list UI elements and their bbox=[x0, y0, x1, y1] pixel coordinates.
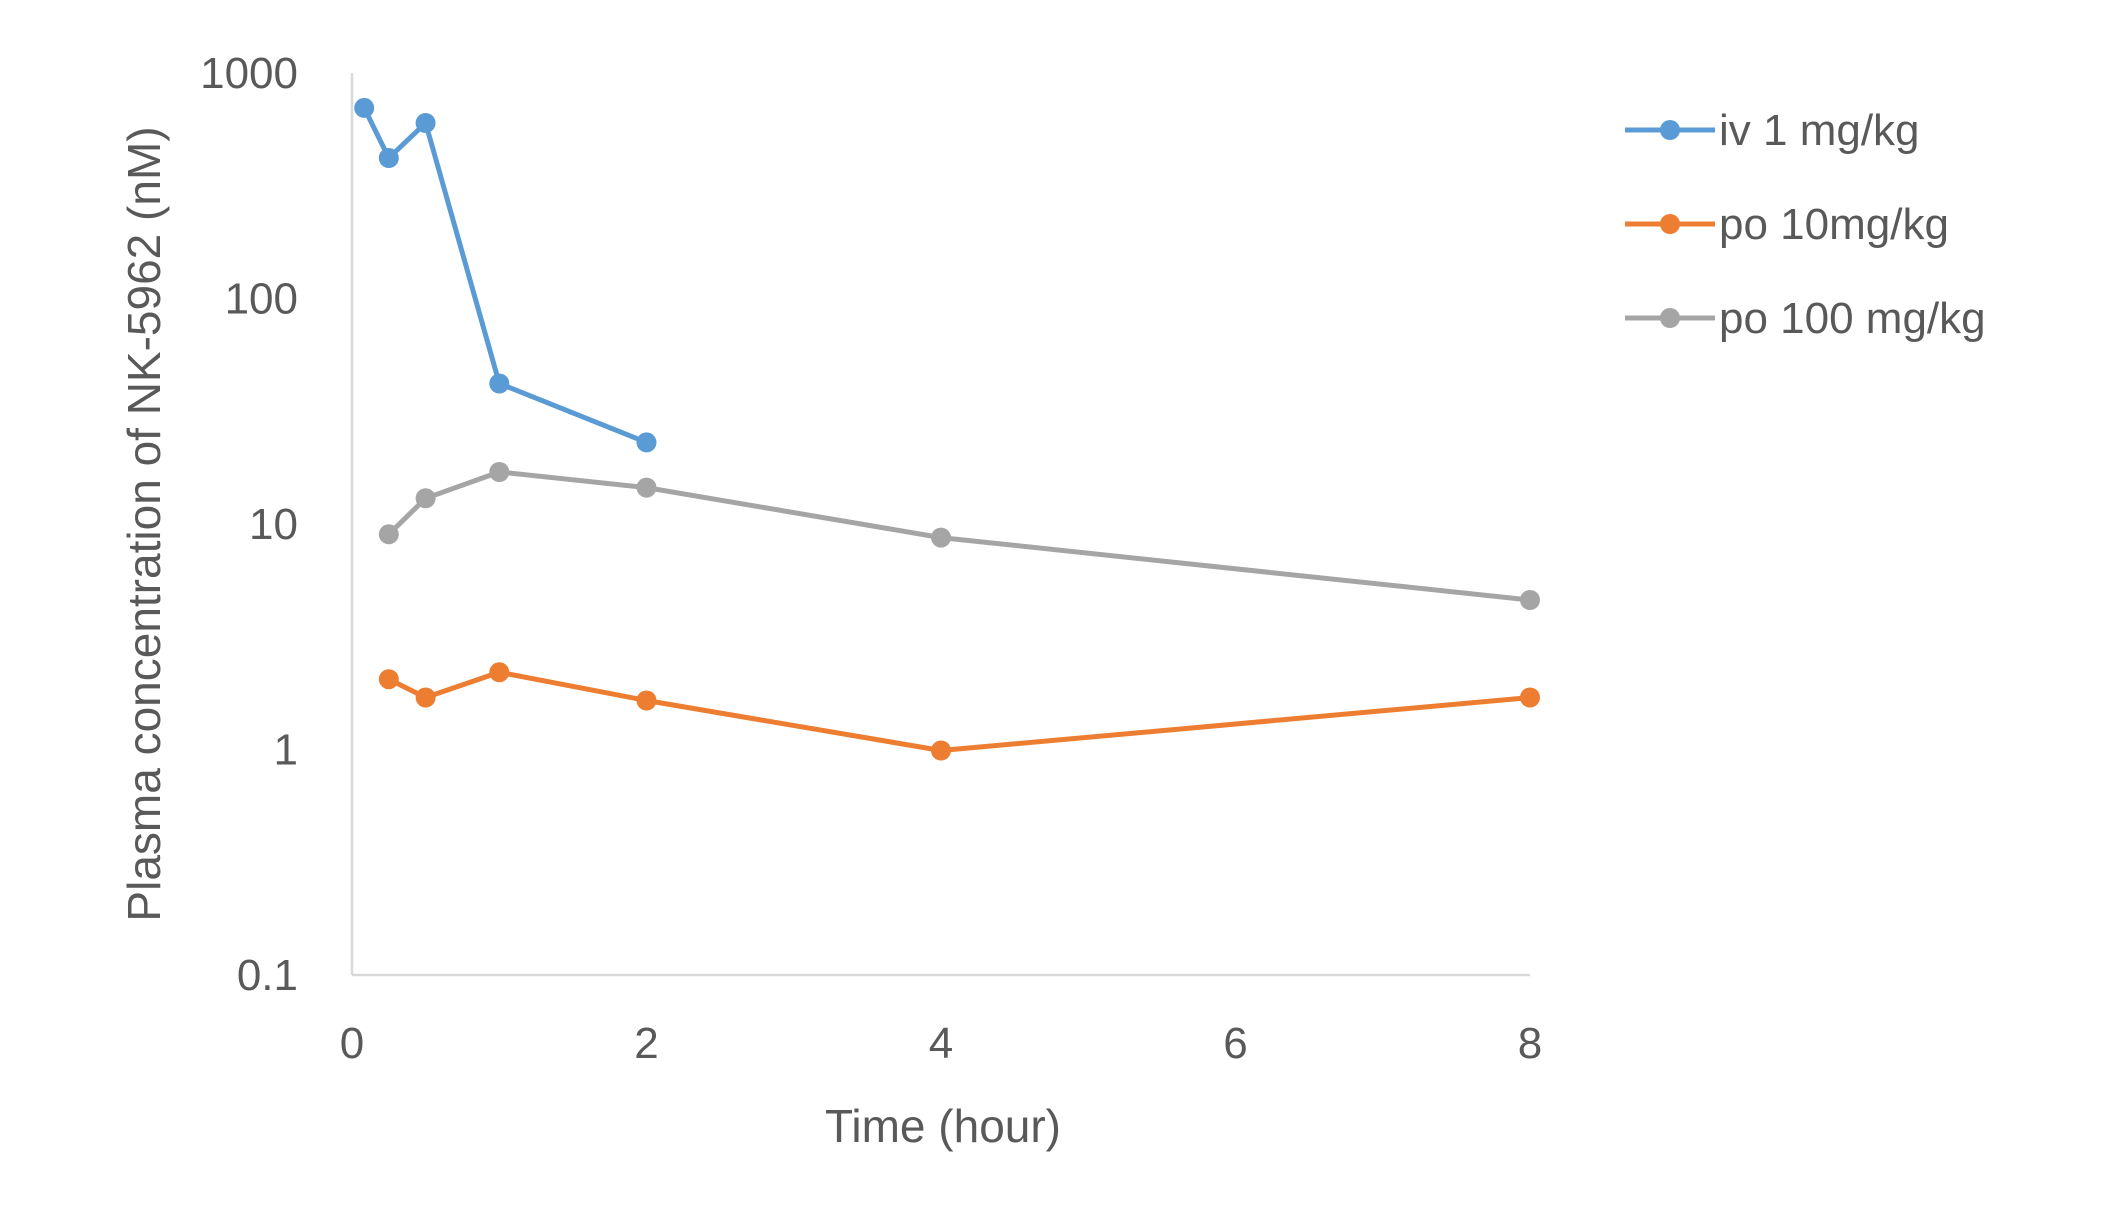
x-tick-label: 8 bbox=[1518, 1019, 1542, 1068]
x-tick-label: 6 bbox=[1223, 1019, 1247, 1068]
series-line bbox=[386, 669, 1533, 753]
x-axis-title: Time (hour) bbox=[825, 1100, 1061, 1152]
legend-marker bbox=[1660, 308, 1680, 328]
y-tick-label: 1000 bbox=[200, 49, 298, 98]
x-tick-label: 2 bbox=[634, 1019, 658, 1068]
data-point bbox=[415, 687, 436, 708]
legend-label: po 10mg/kg bbox=[1719, 200, 1949, 249]
y-axis-title: Plasma concentration of NK-5962 (nM) bbox=[118, 126, 170, 921]
legend-label: po 100 mg/kg bbox=[1719, 294, 1986, 343]
series-line bbox=[386, 469, 1533, 603]
legend-item: po 100 mg/kg bbox=[1625, 294, 1986, 343]
data-point bbox=[636, 690, 657, 711]
data-point bbox=[415, 113, 436, 133]
legend-item: po 10mg/kg bbox=[1625, 200, 1949, 249]
legend-item: iv 1 mg/kg bbox=[1625, 106, 1920, 155]
data-point bbox=[1520, 590, 1540, 610]
data-point bbox=[1520, 687, 1540, 708]
y-tick-label: 1 bbox=[274, 726, 298, 775]
data-point bbox=[931, 527, 951, 548]
x-tick-label: 0 bbox=[340, 1019, 364, 1068]
data-point bbox=[636, 477, 657, 498]
data-point bbox=[415, 488, 436, 509]
axes bbox=[350, 73, 1530, 977]
legend-marker bbox=[1660, 214, 1680, 234]
y-tick-label: 0.1 bbox=[237, 951, 298, 1000]
data-point bbox=[378, 524, 399, 545]
y-tick-label: 100 bbox=[225, 275, 298, 324]
data-point bbox=[489, 462, 510, 482]
series-3 bbox=[378, 462, 1540, 610]
x-tick-label: 4 bbox=[929, 1019, 953, 1068]
data-point bbox=[931, 740, 951, 761]
x-tick-labels: 0 2 4 6 8 bbox=[340, 1019, 1542, 1068]
data-point bbox=[378, 148, 399, 168]
y-tick-labels: 0.1 1 10 100 1000 bbox=[200, 49, 298, 1000]
y-tick-label: 10 bbox=[249, 500, 298, 549]
legend: iv 1 mg/kg po 10mg/kg po 100 mg/kg bbox=[1625, 106, 1986, 343]
data-point bbox=[378, 669, 399, 690]
legend-label: iv 1 mg/kg bbox=[1719, 106, 1920, 155]
data-point bbox=[636, 432, 657, 453]
data-point bbox=[489, 373, 510, 394]
data-point bbox=[354, 97, 375, 118]
legend-marker bbox=[1660, 120, 1680, 140]
data-point bbox=[489, 662, 510, 683]
series-1 bbox=[354, 97, 657, 453]
series-2 bbox=[378, 662, 1540, 761]
plot-area bbox=[354, 97, 1540, 761]
series-line bbox=[361, 105, 649, 445]
